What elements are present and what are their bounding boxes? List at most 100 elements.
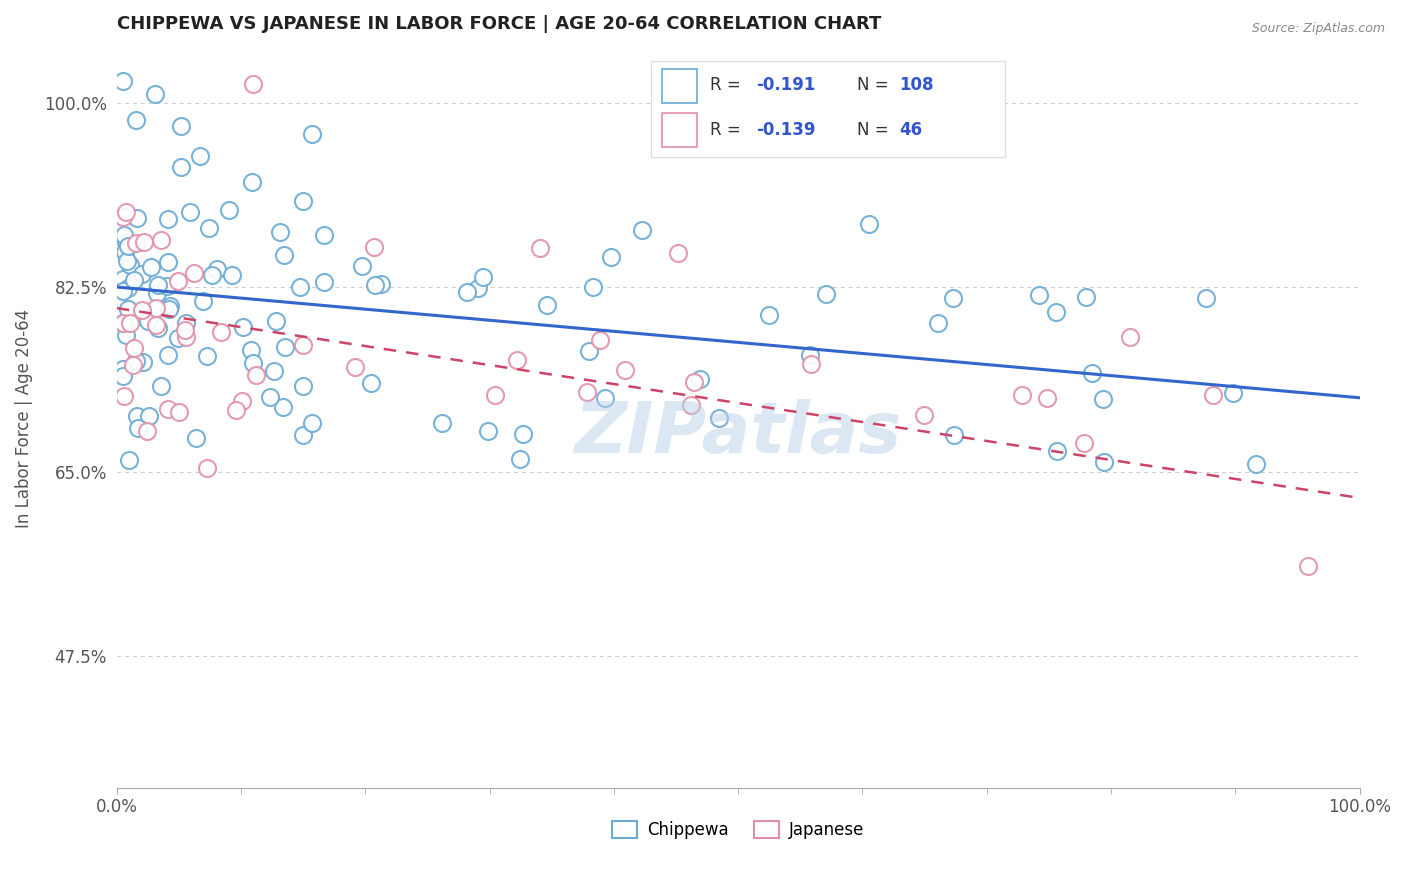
Point [232,320,254,334]
Point [112,316,135,330]
Point [576,384,599,399]
Point [156,211,179,226]
Point [112,74,135,88]
Point [112,362,135,376]
Point [263,364,285,378]
Point [120,316,142,330]
Point [1092,455,1115,469]
Point [912,409,935,423]
Legend: Chippewa, Japanese: Chippewa, Japanese [606,814,870,846]
Point [114,244,136,259]
Point [467,281,489,295]
Point [1202,388,1225,402]
Point [600,251,623,265]
Point [536,297,558,311]
Point [112,316,135,330]
Point [218,203,240,218]
Point [578,344,600,359]
Point [115,235,138,249]
Point [170,119,193,133]
Point [138,313,160,327]
Point [800,357,823,371]
Point [131,303,153,318]
Point [240,175,263,189]
Point [683,376,706,390]
Point [758,308,780,322]
Point [195,349,218,363]
Point [1045,305,1067,319]
Point [132,355,155,369]
Point [115,204,138,219]
Point [292,194,315,209]
Point [290,280,312,294]
Point [112,228,135,243]
Point [709,410,731,425]
Point [1081,366,1104,380]
Point [112,389,135,403]
Point [1222,386,1244,401]
Point [176,330,198,344]
Point [240,343,263,357]
Point [1092,392,1115,406]
Point [188,148,211,162]
Point [1074,290,1097,304]
Point [157,301,180,316]
Point [156,279,179,293]
Point [292,337,315,351]
Point [666,246,689,260]
Point [1296,558,1319,573]
Point [1011,388,1033,402]
Point [117,302,139,317]
Point [125,353,148,368]
Point [145,318,167,332]
Point [131,267,153,281]
Point [159,299,181,313]
Point [1036,391,1059,405]
Point [942,291,965,305]
Point [122,358,145,372]
Point [364,278,387,293]
Point [170,160,193,174]
Point [274,340,297,354]
Point [134,235,156,250]
Point [174,323,197,337]
Point [127,421,149,435]
Point [312,275,335,289]
Point [858,217,880,231]
Point [582,280,605,294]
Point [148,321,170,335]
Point [231,394,253,409]
Point [1073,436,1095,450]
Point [112,272,135,286]
Point [146,277,169,292]
Point [927,316,949,330]
Point [631,223,654,237]
Point [122,272,145,286]
Point [689,372,711,386]
Point [156,255,179,269]
Point [245,368,267,383]
Point [174,316,197,330]
Point [198,220,221,235]
Point [146,285,169,300]
Point [139,260,162,274]
Point [117,238,139,252]
Point [118,453,141,467]
Point [221,268,243,282]
Point [135,425,157,439]
Point [529,242,551,256]
Point [167,405,190,419]
Point [681,398,703,412]
Point [166,274,188,288]
Point [484,388,506,402]
Point [1119,330,1142,344]
Point [350,259,373,273]
Point [117,280,139,294]
Point [156,401,179,416]
Point [183,266,205,280]
Point [242,356,264,370]
Point [1046,443,1069,458]
Point [201,268,224,282]
Point [363,240,385,254]
Point [157,347,180,361]
